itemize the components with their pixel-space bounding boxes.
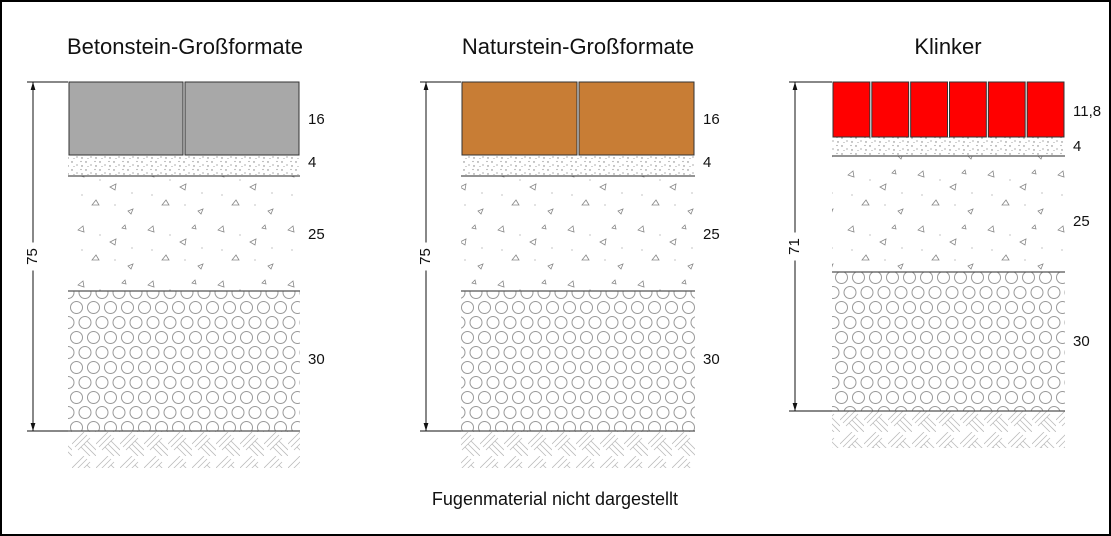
layer-thickness: 4: [308, 154, 316, 171]
paver: [184, 81, 300, 156]
section-title: Klinker: [914, 34, 981, 59]
layer-thickness: 16: [703, 111, 720, 128]
layer-thickness: 30: [1073, 333, 1090, 350]
paver: [910, 81, 949, 138]
dimension-label: 71: [786, 238, 803, 255]
dimension-gap: [792, 232, 798, 261]
layer-thickness: 4: [1073, 138, 1081, 155]
layer-thickness: 30: [703, 351, 720, 368]
layer-thickness: 25: [703, 226, 720, 243]
section-title: Naturstein-Großformate: [462, 34, 694, 59]
frost-layer: [461, 291, 695, 431]
paver: [68, 81, 184, 156]
subsoil: [461, 431, 695, 468]
layer-thickness: 30: [308, 351, 325, 368]
layer-thickness: 25: [308, 226, 325, 243]
subsoil: [68, 431, 300, 468]
frost-layer: [68, 291, 300, 431]
sand-layer: [68, 155, 300, 176]
paver: [949, 81, 987, 138]
sand-layer: [832, 137, 1065, 156]
dimension-gap: [30, 242, 36, 271]
footnote: Fugenmaterial nicht dargestellt: [432, 489, 678, 509]
paver: [578, 81, 695, 156]
layer-thickness: 11,8: [1073, 103, 1101, 120]
layer-thickness: 25: [1073, 213, 1090, 230]
paver: [1026, 81, 1065, 138]
dimension-gap: [423, 242, 429, 271]
paver: [871, 81, 910, 138]
layer-thickness: 16: [308, 111, 325, 128]
section-title: Betonstein-Großformate: [67, 34, 303, 59]
paver: [987, 81, 1026, 138]
gravel-layer: [461, 176, 695, 291]
paver: [832, 81, 871, 138]
gravel-layer: [68, 176, 300, 291]
dimension-label: 75: [417, 248, 434, 265]
sand-layer: [461, 155, 695, 176]
frost-layer: [832, 272, 1065, 411]
paver: [461, 81, 578, 156]
subsoil: [832, 411, 1065, 448]
dimension-label: 75: [24, 248, 41, 265]
layer-thickness: 4: [703, 154, 711, 171]
gravel-layer: [832, 156, 1065, 272]
